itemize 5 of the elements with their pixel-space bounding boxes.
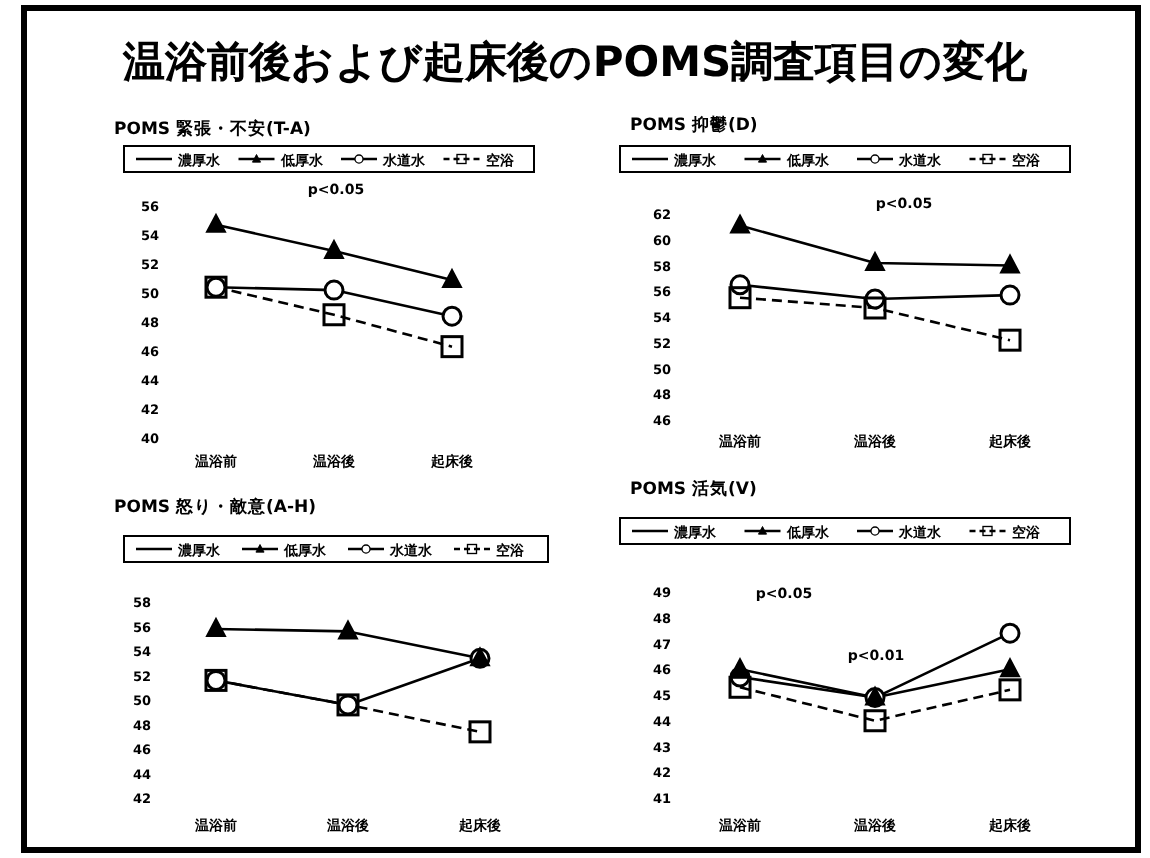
chart-title: POMS 抑鬱(D) — [630, 114, 758, 136]
chart-title: POMS 活気(V) — [630, 478, 757, 500]
text: 温浴前後および起床後のPOMS調査項目の変化 — [120, 38, 1030, 86]
chart-title: POMS 怒り・敵意(A-H) — [114, 496, 317, 518]
chart-title: POMS 緊張・不安(T-A) — [114, 118, 312, 140]
